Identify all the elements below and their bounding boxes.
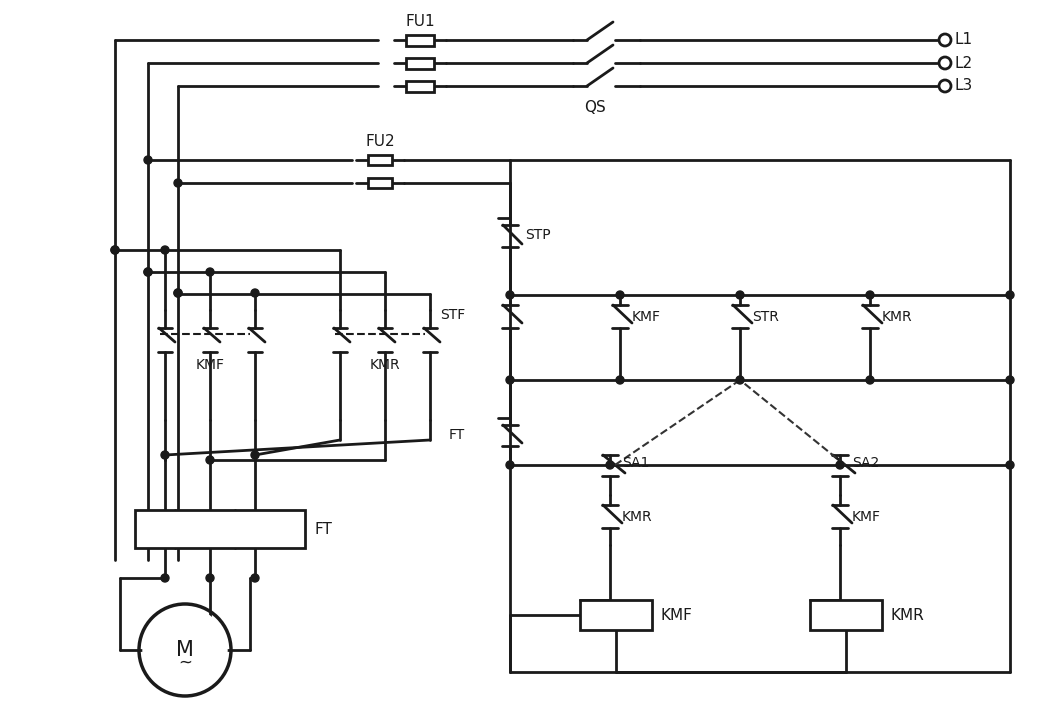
Circle shape <box>174 289 182 297</box>
Circle shape <box>144 156 152 164</box>
Circle shape <box>506 291 514 299</box>
Circle shape <box>1006 291 1014 299</box>
Bar <box>406 81 434 92</box>
Text: FU1: FU1 <box>405 15 435 30</box>
Circle shape <box>736 376 744 384</box>
Circle shape <box>866 291 874 299</box>
Circle shape <box>174 289 182 297</box>
Bar <box>135 510 305 548</box>
Circle shape <box>161 574 169 582</box>
Bar <box>369 155 392 165</box>
Text: STP: STP <box>525 228 551 242</box>
Circle shape <box>206 574 214 582</box>
Circle shape <box>736 291 744 299</box>
Circle shape <box>144 268 152 276</box>
Circle shape <box>143 608 227 692</box>
Text: L3: L3 <box>955 78 973 93</box>
Text: ~: ~ <box>178 654 192 672</box>
Bar <box>406 58 434 69</box>
Text: L2: L2 <box>955 56 973 71</box>
Text: KMR: KMR <box>890 607 923 622</box>
Text: FT: FT <box>315 522 333 537</box>
Text: SA1: SA1 <box>623 456 650 470</box>
Text: STR: STR <box>752 310 779 324</box>
Circle shape <box>1006 376 1014 384</box>
Circle shape <box>506 461 514 469</box>
Circle shape <box>1006 461 1014 469</box>
Circle shape <box>251 289 259 297</box>
Circle shape <box>606 461 614 469</box>
Bar <box>810 600 882 630</box>
Text: FU2: FU2 <box>365 134 395 149</box>
Circle shape <box>251 451 259 459</box>
Circle shape <box>161 451 169 459</box>
Circle shape <box>161 246 169 254</box>
Circle shape <box>251 574 259 582</box>
Circle shape <box>174 179 182 187</box>
Circle shape <box>616 291 624 299</box>
Circle shape <box>206 456 214 464</box>
Bar <box>580 600 652 630</box>
Bar <box>369 178 392 188</box>
Circle shape <box>144 268 152 276</box>
Text: KMR: KMR <box>882 310 913 324</box>
Text: KMF: KMF <box>852 510 881 524</box>
Circle shape <box>111 246 119 254</box>
Bar <box>406 35 434 46</box>
Text: L1: L1 <box>955 33 973 47</box>
Text: KMF: KMF <box>632 310 661 324</box>
Text: SA2: SA2 <box>852 456 880 470</box>
Text: KMR: KMR <box>370 358 401 372</box>
Circle shape <box>111 246 119 254</box>
Circle shape <box>506 376 514 384</box>
Circle shape <box>616 376 624 384</box>
Text: QS: QS <box>584 100 606 115</box>
Text: FT: FT <box>449 428 465 442</box>
Text: STF: STF <box>439 308 465 322</box>
Circle shape <box>836 461 844 469</box>
Text: M: M <box>176 640 194 660</box>
Text: KMR: KMR <box>623 510 653 524</box>
Text: KMF: KMF <box>660 607 692 622</box>
Circle shape <box>866 376 874 384</box>
Circle shape <box>206 268 214 276</box>
Text: KMF: KMF <box>196 358 225 372</box>
